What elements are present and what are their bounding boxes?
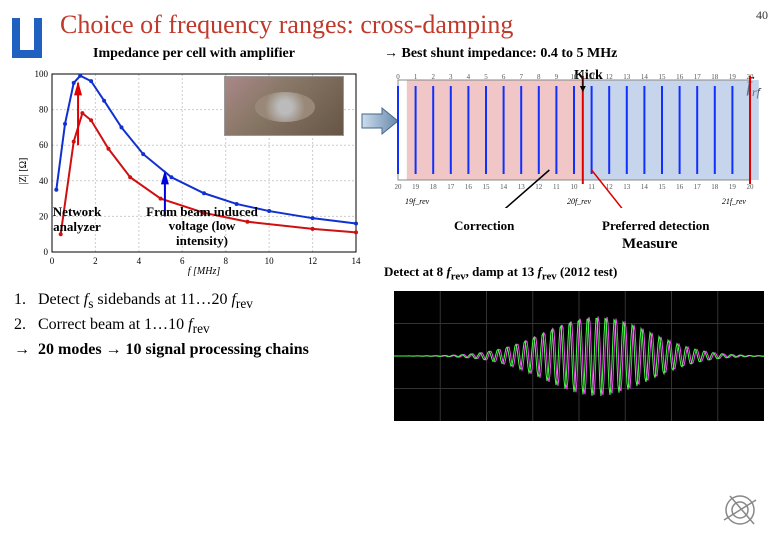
svg-text:6: 6 — [180, 256, 185, 266]
svg-text:8: 8 — [223, 256, 228, 266]
svg-text:4: 4 — [467, 73, 471, 81]
svg-text:20f_rev: 20f_rev — [567, 197, 592, 206]
list-item: 2.Correct beam at 1…10 frev — [14, 316, 384, 337]
svg-text:19f_rev: 19f_rev — [405, 197, 430, 206]
network-analyzer-label: Network analyzer — [42, 205, 112, 234]
oscilloscope-trace — [394, 291, 764, 421]
list-item: 1.Detect fs sidebands at 11…20 frev — [14, 291, 384, 312]
spectrum-panel: → Best shunt impedance: 0.4 to 5 MHz Kic… — [384, 46, 764, 283]
measure-label: Measure — [622, 236, 678, 253]
svg-text:14: 14 — [500, 183, 508, 191]
impedance-panel: Impedance per cell with amplifier 020406… — [14, 46, 374, 283]
svg-text:100: 100 — [35, 69, 49, 79]
impedance-chart: 02040608010002468101214|Z| [Ω]f [MHz] Ne… — [14, 66, 374, 276]
svg-text:20: 20 — [395, 183, 403, 191]
svg-text:11: 11 — [588, 73, 595, 81]
svg-text:16: 16 — [676, 73, 684, 81]
svg-text:11: 11 — [588, 183, 595, 191]
svg-text:14: 14 — [641, 183, 649, 191]
procedure-list: 1.Detect fs sidebands at 11…20 frev 2.Cor… — [14, 291, 384, 421]
svg-text:16: 16 — [465, 183, 473, 191]
correction-label: Correction — [454, 218, 514, 234]
svg-text:19: 19 — [729, 73, 737, 81]
detection-label: Preferred detection — [602, 218, 709, 234]
svg-text:80: 80 — [39, 105, 49, 115]
svg-text:0: 0 — [44, 247, 49, 257]
svg-text:12: 12 — [308, 256, 317, 266]
svg-text:1: 1 — [414, 73, 418, 81]
svg-text:17: 17 — [447, 183, 455, 191]
beam-voltage-label: From beam induced voltage (low intensity… — [142, 205, 262, 248]
svg-text:12: 12 — [606, 73, 614, 81]
device-photo — [224, 76, 344, 136]
svg-text:18: 18 — [711, 73, 719, 81]
svg-text:13: 13 — [623, 183, 631, 191]
svg-text:0: 0 — [50, 256, 55, 266]
impedance-heading: Impedance per cell with amplifier — [14, 46, 374, 62]
svg-text:2: 2 — [431, 73, 435, 81]
svg-text:f [MHz]: f [MHz] — [188, 266, 221, 276]
svg-text:19: 19 — [729, 183, 737, 191]
svg-text:10: 10 — [571, 73, 579, 81]
svg-text:15: 15 — [659, 73, 667, 81]
svg-text:14: 14 — [352, 256, 362, 266]
svg-text:13: 13 — [518, 183, 526, 191]
svg-text:3: 3 — [449, 73, 453, 81]
svg-text:15: 15 — [659, 183, 667, 191]
svg-text:2: 2 — [93, 256, 98, 266]
svg-text:8: 8 — [537, 73, 541, 81]
svg-text:5: 5 — [484, 73, 488, 81]
slide-title: Choice of frequency ranges: cross-dampin… — [0, 0, 780, 46]
svg-text:60: 60 — [39, 140, 49, 150]
spectrum-chart: 0 20 1 19 2 18 3 17 4 16 5 15 6 14 7 13 8 12 9 11 10 10 11 11 12… — [384, 68, 764, 208]
svg-text:40: 40 — [39, 176, 49, 186]
svg-text:19: 19 — [412, 183, 420, 191]
svg-text:|Z| [Ω]: |Z| [Ω] — [18, 158, 29, 185]
svg-text:4: 4 — [137, 256, 142, 266]
list-item: →20 modes → 10 signal processing chains — [14, 341, 384, 359]
spectrum-svg: 0 20 1 19 2 18 3 17 4 16 5 15 6 14 7 13 8 12 9 11 10 10 11 11 12… — [384, 68, 764, 208]
page-number: 40 — [756, 8, 768, 23]
svg-text:17: 17 — [694, 73, 702, 81]
svg-text:18: 18 — [430, 183, 438, 191]
cern-logo — [720, 490, 760, 530]
svg-text:21f_rev: 21f_rev — [722, 197, 747, 206]
shunt-heading: → Best shunt impedance: 0.4 to 5 MHz — [384, 46, 764, 62]
svg-text:11: 11 — [553, 183, 560, 191]
svg-text:6: 6 — [502, 73, 506, 81]
svg-text:16: 16 — [676, 183, 684, 191]
svg-text:0: 0 — [396, 73, 400, 81]
svg-text:18: 18 — [711, 183, 719, 191]
svg-text:13: 13 — [623, 73, 631, 81]
svg-text:10: 10 — [265, 256, 275, 266]
svg-text:12: 12 — [535, 183, 543, 191]
svg-text:20: 20 — [747, 183, 755, 191]
detect-damp-caption: Detect at 8 frev, damp at 13 frev (2012 … — [384, 264, 764, 283]
svg-text:7: 7 — [519, 73, 523, 81]
svg-text:14: 14 — [641, 73, 649, 81]
svg-text:9: 9 — [555, 73, 559, 81]
svg-text:10: 10 — [571, 183, 579, 191]
svg-text:15: 15 — [483, 183, 491, 191]
svg-text:17: 17 — [694, 183, 702, 191]
